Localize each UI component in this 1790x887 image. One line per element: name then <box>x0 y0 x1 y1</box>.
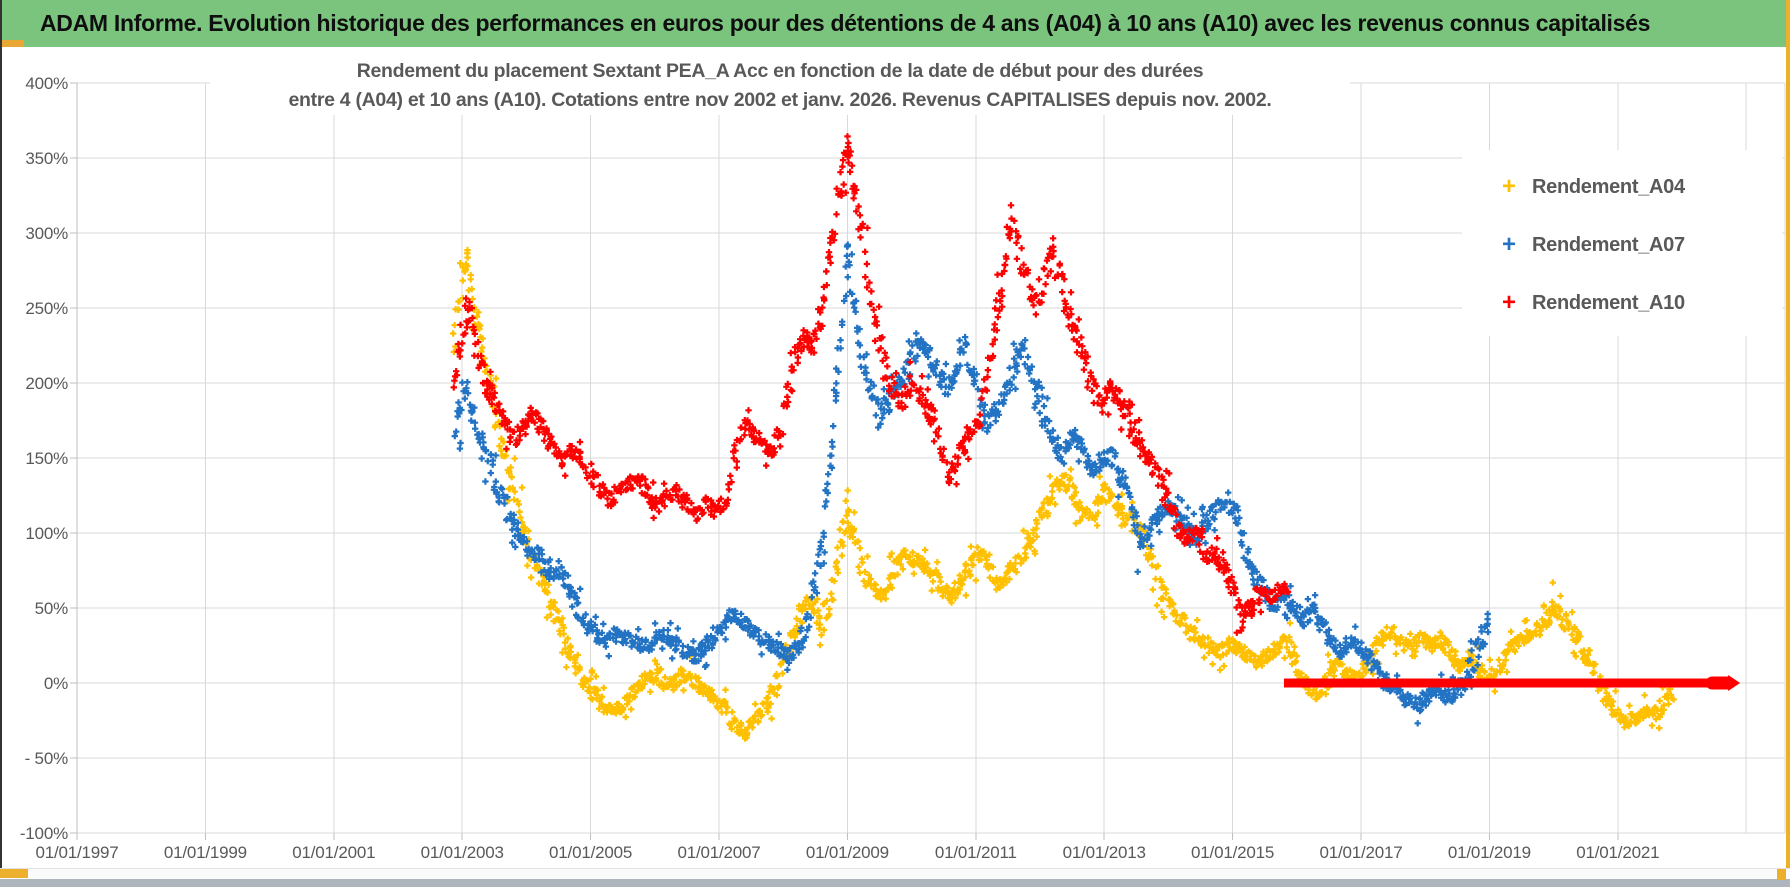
zero-return-line-arrow <box>1728 675 1741 691</box>
y-tick-label: 150% <box>25 449 68 468</box>
bottom-gray-strip <box>0 879 1790 887</box>
header-gold-tab <box>2 40 24 47</box>
legend-label: Rendement_A10 <box>1532 291 1685 314</box>
y-tick-label: -100% <box>20 824 68 843</box>
x-tick-label: 01/01/2019 <box>1448 843 1531 862</box>
y-tick-label: 100% <box>25 524 68 543</box>
series-rendement_a10 <box>450 133 1292 636</box>
series-rendement_a07 <box>451 241 1492 727</box>
x-tick-label: 01/01/2003 <box>421 843 504 862</box>
x-tick-label: 01/01/1999 <box>164 843 247 862</box>
x-tick-label: 01/01/2011 <box>935 843 1017 862</box>
legend-label: Rendement_A04 <box>1532 175 1685 198</box>
y-tick-label: 50% <box>35 599 69 618</box>
y-tick-label: - 50% <box>25 749 68 768</box>
bottom-right-gold-accent <box>1777 869 1786 880</box>
header-title: ADAM Informe. Evolution historique des p… <box>40 10 1651 36</box>
x-tick-label: 01/01/2021 <box>1576 843 1659 862</box>
chart-title: Rendement du placement Sextant PEA_A Acc… <box>210 57 1350 115</box>
window-right-border <box>1786 0 1790 887</box>
bottom-light-strip <box>0 868 1790 879</box>
x-tick-label: 01/01/2001 <box>292 843 375 862</box>
legend-label: Rendement_A07 <box>1532 233 1685 256</box>
legend-item-a10[interactable]: + Rendement_A10 <box>1462 274 1782 332</box>
series-rendement_a04 <box>450 246 1677 742</box>
legend-item-a07[interactable]: + Rendement_A07 <box>1462 216 1782 274</box>
y-tick-label: 0% <box>44 674 68 693</box>
y-tick-label: 350% <box>25 149 68 168</box>
y-tick-label: 250% <box>25 299 68 318</box>
plus-marker-icon: + <box>1502 231 1517 258</box>
chart-title-line2: entre 4 (A04) et 10 ans (A10). Cotations… <box>288 89 1272 111</box>
y-tick-label: 400% <box>25 74 68 93</box>
y-tick-label: 300% <box>25 224 68 243</box>
x-tick-label: 01/01/1997 <box>35 843 118 862</box>
plus-marker-icon: + <box>1502 173 1517 200</box>
y-tick-label: 200% <box>25 374 68 393</box>
x-tick-label: 01/01/2015 <box>1191 843 1274 862</box>
x-tick-label: 01/01/2005 <box>549 843 632 862</box>
plus-marker-icon: + <box>1502 289 1517 316</box>
bottom-left-gold-accent <box>0 869 28 878</box>
legend-item-a04[interactable]: + Rendement_A04 <box>1462 158 1782 216</box>
header-bar: ADAM Informe. Evolution historique des p… <box>2 0 1786 47</box>
x-tick-label: 01/01/2013 <box>1063 843 1146 862</box>
x-tick-label: 01/01/2017 <box>1319 843 1402 862</box>
x-tick-label: 01/01/2009 <box>806 843 889 862</box>
chart-legend: + Rendement_A04 + Rendement_A07 + Rendem… <box>1462 150 1782 336</box>
chart-title-line1: Rendement du placement Sextant PEA_A Acc… <box>356 60 1204 82</box>
x-tick-label: 01/01/2007 <box>677 843 760 862</box>
window-left-border <box>0 0 2 887</box>
